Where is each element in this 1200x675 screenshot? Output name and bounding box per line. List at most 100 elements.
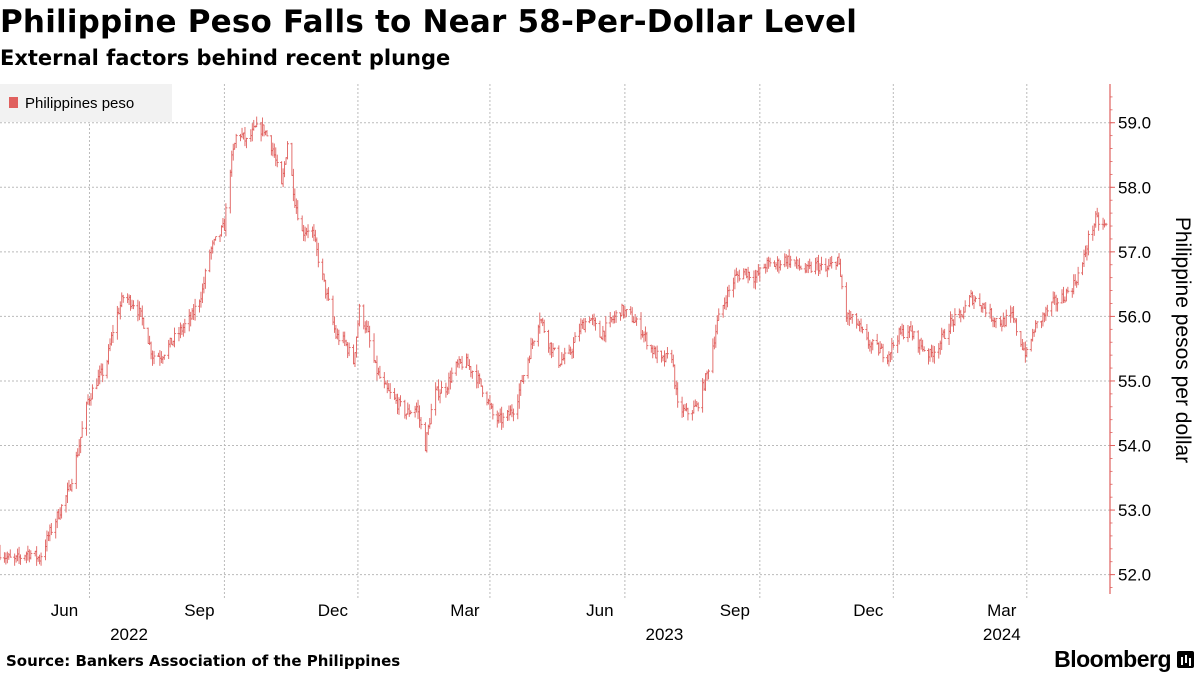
x-tick-label: Dec <box>853 601 884 620</box>
legend-entry-philippines-peso: Philippines peso <box>25 95 134 112</box>
ohlc-bar <box>768 257 772 267</box>
page-title: Philippine Peso Falls to Near 58-Per-Dol… <box>0 4 858 40</box>
ohlc-bar <box>193 298 197 321</box>
ohlc-bar <box>372 333 376 363</box>
ohlc-bar <box>1066 286 1070 294</box>
ohlc-bar <box>388 383 392 399</box>
ohlc-bar <box>706 369 710 380</box>
ohlc-bar <box>1086 230 1090 256</box>
ohlc-bar <box>583 317 587 333</box>
ohlc-bar <box>830 255 834 269</box>
ohlc-bar <box>573 332 577 343</box>
ohlc-bar <box>614 310 618 323</box>
ohlc-bar <box>1076 266 1080 286</box>
ohlc-bar <box>491 403 495 420</box>
ohlc-bar <box>840 274 844 290</box>
ohlc-bar <box>306 224 310 239</box>
ohlc-bar <box>984 302 988 318</box>
ohlc-bar <box>973 296 977 303</box>
ohlc-bar <box>748 271 752 281</box>
ohlc-bar <box>552 347 556 351</box>
ohlc-bar <box>90 384 94 400</box>
ohlc-bar <box>357 303 361 327</box>
y-tick-label: 58.0 <box>1118 178 1151 197</box>
y-tick-label: 56.0 <box>1118 307 1151 326</box>
ohlc-bar <box>214 236 218 241</box>
ohlc-bar <box>429 403 433 425</box>
ohlc-bar <box>1097 212 1101 231</box>
ohlc-bar <box>696 402 700 412</box>
x-year-label: 2022 <box>110 625 148 644</box>
y-tick-label: 54.0 <box>1118 437 1151 456</box>
x-year-label: 2023 <box>646 625 684 644</box>
ohlc-bar <box>101 363 105 383</box>
chart-legend: Philippines peso <box>0 84 172 122</box>
ohlc-bar <box>60 504 64 519</box>
ohlc-bar <box>819 256 823 271</box>
ohlc-bar <box>440 381 444 394</box>
ohlc-bar <box>850 313 854 324</box>
x-tick-label: Dec <box>318 601 349 620</box>
legend-swatch <box>9 97 18 108</box>
y-axis: 52.0 53.0 54.0 55.0 56.0 57.0 58.0 59.0 <box>1109 84 1151 594</box>
ohlc-bar <box>978 293 982 307</box>
ohlc-bar <box>470 370 474 379</box>
y-tick-label: 52.0 <box>1118 566 1151 585</box>
ohlc-bar <box>1104 222 1108 227</box>
ohlc-bar <box>481 385 485 398</box>
ohlc-bar <box>327 287 331 301</box>
ohlc-bar <box>758 266 762 282</box>
ohlc-bar <box>244 137 248 149</box>
ohlc-bar <box>655 345 659 364</box>
ohlc-bar <box>234 133 238 149</box>
y-tick-label: 55.0 <box>1118 372 1151 391</box>
bloomberg-terminal-icon <box>1177 651 1194 668</box>
x-tick-label: Jun <box>51 601 78 620</box>
ohlc-bar <box>265 129 269 137</box>
ohlc-bar <box>511 408 515 422</box>
ohlc-bar <box>337 329 341 346</box>
ohlc-bar <box>891 341 895 349</box>
ohlc-bar <box>409 410 413 415</box>
ohlc-bar <box>665 347 669 359</box>
ohlc-bar <box>1056 297 1060 312</box>
ohlc-bar <box>994 317 998 329</box>
y-tick-label: 53.0 <box>1118 501 1151 520</box>
ohlc-bar <box>912 330 916 340</box>
ohlc-bar <box>645 331 649 350</box>
ohlc-bar <box>881 343 885 363</box>
ohlc-bar <box>29 550 33 560</box>
ohlc-bar <box>111 324 115 344</box>
brand: Bloomberg <box>1054 646 1194 673</box>
ohlc-bar <box>563 347 567 365</box>
ohlc-bar <box>8 549 12 558</box>
ohlc-bar <box>460 356 464 370</box>
ohlc-bar <box>1050 301 1054 317</box>
ohlc-bar <box>737 269 741 282</box>
ohlc-bar <box>1015 318 1019 336</box>
chart-grid <box>0 84 1110 600</box>
y-axis-title: Philippine pesos per dollar <box>1171 217 1194 463</box>
ohlc-bar <box>922 346 926 352</box>
ohlc-bar <box>203 268 207 289</box>
source-note: Source: Bankers Association of the Phili… <box>6 652 401 670</box>
ohlc-bar <box>778 260 782 271</box>
x-tick-label: Mar <box>450 601 480 620</box>
ohlc-bar <box>419 416 423 430</box>
ohlc-bar <box>382 372 386 389</box>
ohlc-bar <box>624 309 628 318</box>
ohlc-bar <box>953 308 957 326</box>
ohlc-bar <box>39 552 43 566</box>
ohlc-bar <box>1004 309 1008 327</box>
bloomberg-logo: Bloomberg <box>1054 646 1171 672</box>
page-subtitle: External factors behind recent plunge <box>0 46 451 70</box>
x-tick-label: Jun <box>586 601 613 620</box>
x-axis-labels: Jun Sep Dec Mar Jun Sep Dec Mar 2022 2023 2024 <box>51 601 1021 644</box>
ohlc-bar <box>542 319 546 334</box>
x-year-label: 2024 <box>983 625 1021 644</box>
ohlc-bar <box>0 544 2 561</box>
ohlc-bar <box>676 382 680 408</box>
ohlc-bar <box>532 340 536 347</box>
ohlc-bar <box>943 328 947 339</box>
